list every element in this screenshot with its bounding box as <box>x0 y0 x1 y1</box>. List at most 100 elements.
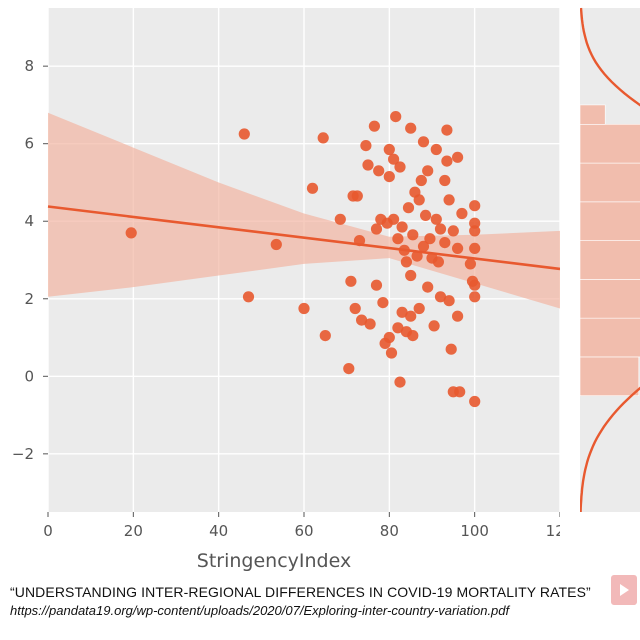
data-point <box>413 194 425 206</box>
histogram-bar <box>579 279 640 319</box>
data-point <box>364 318 376 330</box>
data-point <box>452 151 464 163</box>
data-point <box>439 237 451 249</box>
data-point <box>270 238 282 251</box>
data-point <box>388 213 400 225</box>
data-point <box>417 136 430 148</box>
x-tick-label: 0 <box>43 522 53 540</box>
data-point <box>396 221 408 233</box>
histogram-bar <box>579 356 640 396</box>
data-point <box>430 143 442 156</box>
histogram-bar <box>579 201 640 241</box>
data-point <box>441 124 453 136</box>
data-point <box>298 302 310 315</box>
panel-gutter <box>560 0 580 575</box>
source-url[interactable]: https://pandata19.org/wp-content/uploads… <box>10 603 510 618</box>
data-point <box>456 207 468 220</box>
data-point <box>377 297 389 309</box>
data-point <box>392 322 404 334</box>
data-point <box>464 258 476 270</box>
data-point <box>428 320 440 332</box>
data-point <box>413 302 425 315</box>
data-point <box>383 331 395 344</box>
data-point <box>242 291 255 303</box>
histogram-bar <box>579 162 640 203</box>
data-point <box>411 250 423 262</box>
x-tick-label: 100 <box>460 522 489 540</box>
data-point <box>452 310 464 322</box>
data-point <box>360 140 372 152</box>
y-tick-label: −2 <box>12 445 34 463</box>
data-point <box>424 233 436 245</box>
data-point <box>454 386 466 398</box>
joint-plot: 02040608010012086420−2 StringencyIndex <box>11 0 640 575</box>
histogram-bar <box>579 104 606 125</box>
data-point <box>238 128 250 140</box>
kde-curve <box>579 7 640 513</box>
histogram-bar <box>579 317 640 358</box>
data-point <box>125 227 137 239</box>
data-point <box>394 376 406 388</box>
data-point <box>370 279 383 291</box>
marginal-histogram-panel <box>560 0 640 575</box>
data-point <box>383 143 395 156</box>
data-point <box>434 223 447 235</box>
data-point <box>439 174 451 187</box>
data-point <box>434 291 447 303</box>
data-point <box>343 363 355 375</box>
data-point <box>373 165 385 177</box>
data-point <box>345 275 357 287</box>
data-point <box>306 182 319 194</box>
data-point <box>317 132 329 144</box>
data-point <box>349 302 361 315</box>
data-point <box>405 310 417 322</box>
data-point <box>469 395 481 408</box>
data-point <box>420 209 432 221</box>
x-axis-title: StringencyIndex <box>197 550 351 572</box>
data-point <box>443 194 455 206</box>
source-title: “UNDERSTANDING INTER-REGIONAL DIFFERENCE… <box>10 584 591 600</box>
data-point <box>356 314 368 326</box>
data-point <box>469 217 481 229</box>
y-tick-label: 8 <box>24 57 34 75</box>
y-tick-label: 4 <box>24 212 34 230</box>
x-tick-label: 20 <box>124 522 143 540</box>
data-point <box>368 120 380 132</box>
data-point <box>402 202 415 214</box>
data-point <box>405 269 417 282</box>
regression-line <box>47 205 561 271</box>
x-tick-label: 40 <box>209 522 228 540</box>
data-point <box>392 233 404 245</box>
data-point <box>383 171 395 183</box>
data-point <box>447 225 459 237</box>
subscribe-icon[interactable] <box>611 575 637 605</box>
y-tick-label: 2 <box>24 290 34 308</box>
data-point <box>319 330 331 342</box>
y-tick-label: 6 <box>24 135 34 153</box>
data-point <box>407 330 419 342</box>
data-point <box>388 153 400 165</box>
data-point <box>415 174 427 187</box>
x-tick-label: 80 <box>380 522 399 540</box>
data-point <box>400 256 412 268</box>
data-point <box>441 155 453 167</box>
data-point <box>422 281 434 293</box>
scatter-panel: 02040608010012086420−2 <box>12 8 574 540</box>
data-point <box>362 159 374 171</box>
data-point <box>396 306 408 318</box>
data-point <box>422 165 434 177</box>
scatter-points <box>125 111 481 408</box>
data-point <box>469 291 481 303</box>
data-point <box>430 213 442 225</box>
data-point <box>334 213 346 225</box>
data-point <box>469 242 481 254</box>
data-point <box>469 200 481 212</box>
data-point <box>469 225 481 237</box>
data-point <box>417 240 430 252</box>
histogram-bar <box>579 240 640 280</box>
data-point <box>394 161 406 173</box>
y-tick-label: 0 <box>24 367 34 385</box>
data-point <box>407 229 419 241</box>
data-point <box>445 343 457 355</box>
data-point <box>351 190 363 202</box>
